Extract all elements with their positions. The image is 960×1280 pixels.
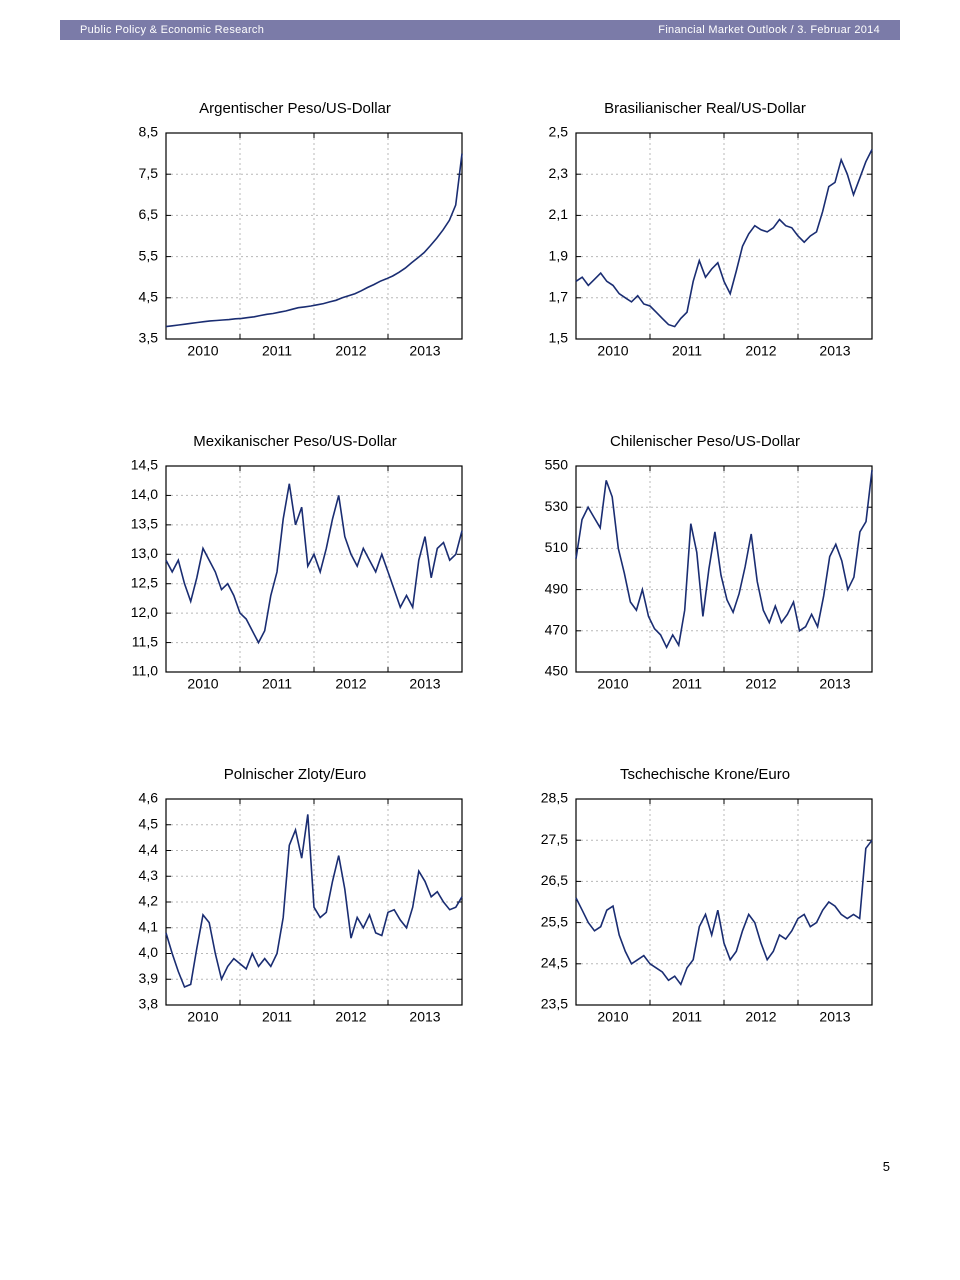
chart-svg: 8,5 7,5 6,5 5,5 4,5 3,5 2010 2011 2012 2013 bbox=[110, 123, 470, 373]
svg-text:4,1: 4,1 bbox=[139, 918, 159, 934]
chart-brasilianischer-real: Brasilianischer Real/US-Dollar 2,5 2,3 2,1 1… bbox=[520, 100, 890, 373]
svg-text:28,5: 28,5 bbox=[541, 790, 568, 806]
svg-text:510: 510 bbox=[545, 539, 569, 555]
svg-text:7,5: 7,5 bbox=[139, 165, 159, 181]
chart-svg: 28,5 27,5 26,5 25,5 24,5 23,5 2010 2011 2012 2013 bbox=[520, 789, 880, 1039]
document-header: Public Policy & Economic Research Financ… bbox=[60, 20, 900, 40]
svg-text:11,0: 11,0 bbox=[132, 663, 158, 679]
svg-text:2012: 2012 bbox=[335, 675, 366, 691]
svg-text:4,5: 4,5 bbox=[139, 289, 159, 305]
svg-text:2011: 2011 bbox=[672, 675, 702, 691]
svg-text:2012: 2012 bbox=[335, 342, 366, 358]
svg-text:4,2: 4,2 bbox=[139, 893, 159, 909]
svg-text:470: 470 bbox=[545, 622, 569, 638]
svg-text:24,5: 24,5 bbox=[541, 955, 568, 971]
svg-text:12,5: 12,5 bbox=[131, 574, 158, 590]
svg-text:550: 550 bbox=[545, 457, 569, 473]
svg-text:2010: 2010 bbox=[597, 342, 628, 358]
svg-text:530: 530 bbox=[545, 498, 569, 514]
svg-text:2010: 2010 bbox=[597, 1008, 628, 1024]
chart-svg: 2,5 2,3 2,1 1,9 1,7 1,5 2010 2011 2012 2013 bbox=[520, 123, 880, 373]
header-right: Financial Market Outlook / 3. Februar 20… bbox=[658, 24, 880, 36]
svg-text:2013: 2013 bbox=[819, 675, 850, 691]
svg-text:8,5: 8,5 bbox=[139, 124, 159, 140]
svg-text:2012: 2012 bbox=[335, 1008, 366, 1024]
svg-text:4,5: 4,5 bbox=[139, 815, 159, 831]
chart-title: Tschechische Krone/Euro bbox=[520, 766, 890, 783]
svg-text:2011: 2011 bbox=[672, 1008, 702, 1024]
svg-text:450: 450 bbox=[545, 663, 569, 679]
svg-text:2010: 2010 bbox=[187, 1008, 218, 1024]
svg-text:1,9: 1,9 bbox=[549, 247, 569, 263]
svg-text:2011: 2011 bbox=[262, 342, 292, 358]
data-series bbox=[576, 840, 872, 984]
svg-text:2012: 2012 bbox=[745, 1008, 776, 1024]
page-number: 5 bbox=[0, 1139, 960, 1204]
svg-text:14,0: 14,0 bbox=[131, 486, 158, 502]
svg-text:23,5: 23,5 bbox=[541, 996, 568, 1012]
svg-text:2,3: 2,3 bbox=[549, 165, 569, 181]
svg-text:11,5: 11,5 bbox=[132, 633, 158, 649]
svg-text:2011: 2011 bbox=[672, 342, 702, 358]
chart-title: Brasilianischer Real/US-Dollar bbox=[520, 100, 890, 117]
chart-title: Polnischer Zloty/Euro bbox=[110, 766, 480, 783]
chart-title: Argentischer Peso/US-Dollar bbox=[110, 100, 480, 117]
svg-text:2010: 2010 bbox=[187, 342, 218, 358]
svg-text:2013: 2013 bbox=[409, 675, 440, 691]
svg-text:1,5: 1,5 bbox=[549, 330, 569, 346]
svg-text:4,4: 4,4 bbox=[139, 841, 159, 857]
svg-text:2013: 2013 bbox=[819, 1008, 850, 1024]
svg-text:2011: 2011 bbox=[262, 1008, 292, 1024]
svg-text:2011: 2011 bbox=[262, 675, 292, 691]
chart-tschechische-krone: Tschechische Krone/Euro28,527,526,525,52… bbox=[520, 766, 890, 1039]
svg-text:14,5: 14,5 bbox=[131, 457, 158, 473]
svg-text:3,8: 3,8 bbox=[139, 996, 159, 1012]
header-left: Public Policy & Economic Research bbox=[80, 24, 264, 36]
chart-grid: Argentischer Peso/US-Dollar 8,5 7,5 6,5 5,5 4… bbox=[0, 40, 960, 1139]
svg-text:2012: 2012 bbox=[745, 342, 776, 358]
svg-text:2013: 2013 bbox=[409, 1008, 440, 1024]
svg-text:4,6: 4,6 bbox=[139, 790, 159, 806]
chart-argentischer-peso: Argentischer Peso/US-Dollar 8,5 7,5 6,5 5,5 4… bbox=[110, 100, 480, 373]
chart-title: Mexikanischer Peso/US-Dollar bbox=[110, 433, 480, 450]
svg-text:2013: 2013 bbox=[819, 342, 850, 358]
chart-svg: 550 530 510 490 470 450 2010 2011 2012 2013 bbox=[520, 456, 880, 706]
svg-text:13,5: 13,5 bbox=[131, 516, 158, 532]
svg-text:25,5: 25,5 bbox=[541, 913, 568, 929]
svg-text:490: 490 bbox=[545, 580, 569, 596]
svg-text:6,5: 6,5 bbox=[139, 206, 159, 222]
chart-svg: 14,5 14,0 13,5 13,0 12,5 12,0 11,5 11,0 2010 2011… bbox=[110, 456, 470, 706]
chart-chilenischer-peso: Chilenischer Peso/US-Dollar 550 530 510 490 4… bbox=[520, 433, 890, 706]
svg-text:4,3: 4,3 bbox=[139, 867, 159, 883]
svg-text:3,9: 3,9 bbox=[139, 970, 159, 986]
svg-text:4,0: 4,0 bbox=[139, 944, 159, 960]
svg-text:2010: 2010 bbox=[597, 675, 628, 691]
svg-text:2,1: 2,1 bbox=[549, 206, 569, 222]
svg-text:2010: 2010 bbox=[187, 675, 218, 691]
chart-polnischer-zloty: Polnischer Zloty/Euro4,64,54,44,34,24,14… bbox=[110, 766, 480, 1039]
chart-title: Chilenischer Peso/US-Dollar bbox=[520, 433, 890, 450]
chart-svg: 4,6 4,5 4,4 4,3 4,2 4,1 4,0 3,9 3,8 2010 2011 2012 2… bbox=[110, 789, 470, 1039]
svg-text:13,0: 13,0 bbox=[131, 545, 158, 561]
chart-mexikanischer-peso: Mexikanischer Peso/US-Dollar 14,5 14,0 13,5… bbox=[110, 433, 480, 706]
svg-text:2013: 2013 bbox=[409, 342, 440, 358]
svg-text:3,5: 3,5 bbox=[139, 330, 159, 346]
svg-text:27,5: 27,5 bbox=[541, 831, 568, 847]
svg-text:5,5: 5,5 bbox=[139, 247, 159, 263]
svg-text:2,5: 2,5 bbox=[549, 124, 569, 140]
svg-text:1,7: 1,7 bbox=[549, 289, 569, 305]
svg-text:2012: 2012 bbox=[745, 675, 776, 691]
svg-text:26,5: 26,5 bbox=[541, 872, 568, 888]
svg-text:12,0: 12,0 bbox=[131, 604, 158, 620]
